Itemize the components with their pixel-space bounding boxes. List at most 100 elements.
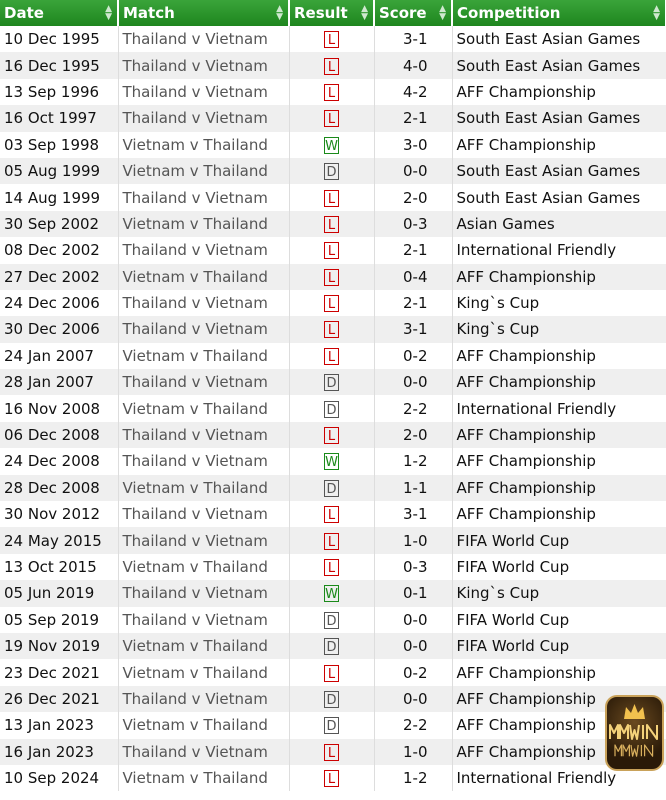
date-cell: 16 Dec 1995 bbox=[0, 52, 119, 79]
result-cell: D bbox=[289, 606, 375, 633]
result-badge: L bbox=[324, 427, 339, 445]
date-cell: 13 Jan 2023 bbox=[0, 712, 119, 739]
date-cell: 28 Dec 2008 bbox=[0, 474, 119, 502]
date-cell: 14 Aug 1999 bbox=[0, 184, 119, 211]
table-row: 14 Aug 1999 Thailand v Vietnam L 2-0 South E… bbox=[0, 184, 666, 211]
result-badge: L bbox=[324, 743, 339, 761]
date-cell: 24 Dec 2008 bbox=[0, 448, 119, 475]
score-cell: 0-3 bbox=[374, 553, 453, 581]
match-cell: Thailand v Vietnam bbox=[118, 448, 290, 475]
result-badge: D bbox=[324, 400, 339, 418]
result-badge: W bbox=[324, 136, 339, 154]
score-cell: 3-0 bbox=[374, 131, 453, 158]
result-cell: L bbox=[289, 527, 375, 554]
header-label: Score bbox=[379, 4, 427, 22]
competition-cell: International Friendly bbox=[452, 395, 666, 422]
result-badge: D bbox=[324, 479, 339, 497]
match-cell: Thailand v Vietnam bbox=[118, 606, 290, 633]
result-cell: L bbox=[289, 659, 375, 686]
competition-cell: King`s Cup bbox=[452, 289, 666, 317]
score-cell: 0-2 bbox=[374, 342, 453, 370]
competition-cell: King`s Cup bbox=[452, 316, 666, 343]
result-cell: W bbox=[289, 448, 375, 475]
result-cell: D bbox=[289, 712, 375, 739]
table-row: 16 Nov 2008 Vietnam v Thailand D 2-2 Interna… bbox=[0, 395, 666, 422]
date-cell: 30 Sep 2002 bbox=[0, 210, 119, 238]
table-row: 16 Oct 1997 Thailand v Vietnam L 2-1 South E… bbox=[0, 105, 666, 132]
competition-cell: FIFA World Cup bbox=[452, 632, 666, 660]
result-cell: D bbox=[289, 395, 375, 422]
match-cell: Thailand v Vietnam bbox=[118, 184, 290, 211]
result-cell: D bbox=[289, 369, 375, 396]
sort-icon: ▲ ▼ bbox=[105, 4, 112, 22]
score-cell: 3-1 bbox=[374, 501, 453, 528]
date-cell: 24 Jan 2007 bbox=[0, 342, 119, 370]
result-badge: L bbox=[324, 506, 339, 524]
match-cell: Thailand v Vietnam bbox=[118, 105, 290, 132]
mmwin-logo-picture bbox=[609, 704, 658, 757]
header-row: Date ▲ ▼ Match ▲ ▼ Result ▲ ▼ Score ▲ ▼ Competit… bbox=[0, 0, 666, 26]
score-cell: 3-1 bbox=[374, 316, 453, 343]
table-row: 28 Dec 2008 Vietnam v Thailand D 1-1 AFF Cha… bbox=[0, 474, 666, 502]
date-cell: 13 Oct 2015 bbox=[0, 553, 119, 581]
sort-date-header[interactable]: Date ▲ ▼ bbox=[0, 0, 119, 26]
result-badge: D bbox=[324, 717, 339, 735]
competition-cell: Asian Games bbox=[452, 210, 666, 238]
date-cell: 03 Sep 1998 bbox=[0, 131, 119, 158]
table-row: 13 Sep 1996 Thailand v Vietnam L 4-2 AFF Cha… bbox=[0, 78, 666, 106]
competition-cell: AFF Championship bbox=[452, 421, 666, 449]
header-label: Match bbox=[123, 4, 175, 22]
match-cell: Vietnam v Thailand bbox=[118, 474, 290, 502]
match-cell: Vietnam v Thailand bbox=[118, 131, 290, 158]
sort-competition-header[interactable]: Competition ▲ ▼ bbox=[452, 0, 666, 26]
competition-cell: International Friendly bbox=[452, 237, 666, 264]
score-cell: 1-2 bbox=[374, 764, 453, 792]
score-cell: 3-1 bbox=[374, 26, 453, 53]
competition-cell: King`s Cup bbox=[452, 580, 666, 607]
table-row: 24 Jan 2007 Vietnam v Thailand L 0-2 AFF Cha… bbox=[0, 342, 666, 370]
competition-cell: South East Asian Games bbox=[452, 105, 666, 132]
result-cell: L bbox=[289, 289, 375, 317]
sort-score-header[interactable]: Score ▲ ▼ bbox=[374, 0, 453, 26]
date-cell: 30 Dec 2006 bbox=[0, 316, 119, 343]
date-cell: 26 Dec 2021 bbox=[0, 685, 119, 713]
competition-cell: AFF Championship bbox=[452, 369, 666, 396]
match-cell: Vietnam v Thailand bbox=[118, 157, 290, 185]
result-badge: D bbox=[324, 611, 339, 629]
competition-cell: South East Asian Games bbox=[452, 157, 666, 185]
date-cell: 10 Dec 1995 bbox=[0, 26, 119, 53]
score-cell: 4-2 bbox=[374, 78, 453, 106]
competition-cell: South East Asian Games bbox=[452, 52, 666, 79]
score-cell: 0-0 bbox=[374, 632, 453, 660]
header-label: Date bbox=[4, 4, 44, 22]
table-row: 10 Sep 2024 Vietnam v Thailand L 1-2 Interna… bbox=[0, 764, 666, 792]
crown-icon bbox=[624, 704, 645, 719]
result-badge: L bbox=[324, 57, 339, 75]
sort-match-header[interactable]: Match ▲ ▼ bbox=[118, 0, 290, 26]
table-row: 16 Jan 2023 Thailand v Vietnam L 1-0 AFF Cha… bbox=[0, 738, 666, 765]
match-cell: Thailand v Vietnam bbox=[118, 685, 290, 713]
table-row: 23 Dec 2021 Vietnam v Thailand L 0-2 AFF Cha… bbox=[0, 659, 666, 686]
result-cell: L bbox=[289, 553, 375, 581]
sort-icon: ▲ ▼ bbox=[653, 4, 660, 22]
result-badge: D bbox=[324, 374, 339, 392]
sort-result-header[interactable]: Result ▲ ▼ bbox=[289, 0, 375, 26]
result-cell: D bbox=[289, 474, 375, 502]
result-badge: D bbox=[324, 638, 339, 656]
table-row: 16 Dec 1995 Thailand v Vietnam L 4-0 South E… bbox=[0, 52, 666, 79]
score-cell: 0-4 bbox=[374, 263, 453, 290]
result-cell: L bbox=[289, 421, 375, 449]
score-cell: 2-1 bbox=[374, 289, 453, 317]
result-cell: L bbox=[289, 105, 375, 132]
result-badge: D bbox=[324, 163, 339, 181]
result-badge: L bbox=[324, 295, 339, 313]
score-cell: 1-2 bbox=[374, 448, 453, 475]
table-row: 05 Aug 1999 Vietnam v Thailand D 0-0 South E… bbox=[0, 157, 666, 185]
score-cell: 2-2 bbox=[374, 712, 453, 739]
score-cell: 0-0 bbox=[374, 369, 453, 396]
table-row: 05 Jun 2019 Thailand v Vietnam W 0-1 King`s … bbox=[0, 580, 666, 607]
competition-cell: AFF Championship bbox=[452, 342, 666, 370]
score-cell: 0-1 bbox=[374, 580, 453, 607]
score-cell: 1-0 bbox=[374, 527, 453, 554]
competition-cell: AFF Championship bbox=[452, 501, 666, 528]
